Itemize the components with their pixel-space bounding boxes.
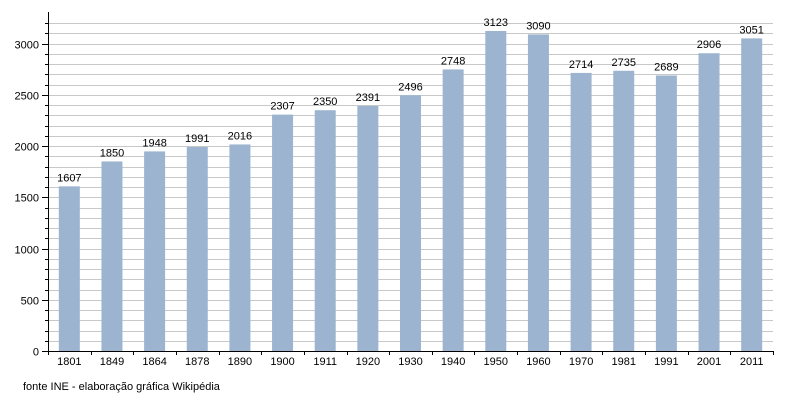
x-tick-label: 1960 [526, 356, 550, 368]
x-tick-label: 1900 [270, 356, 294, 368]
x-tick-label: 1940 [441, 356, 465, 368]
data-label: 2016 [228, 130, 252, 142]
x-tick-label: 1930 [398, 356, 422, 368]
x-tick-label: 1878 [185, 356, 209, 368]
y-tick-label: 2500 [15, 91, 39, 103]
x-tick-label: 1920 [356, 356, 380, 368]
data-label: 2906 [697, 39, 721, 51]
data-label: 2714 [569, 59, 593, 71]
bar [272, 114, 294, 351]
bar [58, 186, 80, 351]
y-tick-label: 1000 [15, 245, 39, 257]
data-label: 2350 [313, 96, 337, 108]
bar [357, 106, 379, 351]
bar [613, 70, 635, 351]
data-label: 2748 [441, 55, 465, 67]
x-tick-label: 1970 [569, 356, 593, 368]
data-label: 2391 [356, 92, 380, 104]
bar [741, 38, 763, 352]
y-tick-label: 3000 [15, 40, 39, 52]
y-tick-label: 2000 [15, 142, 39, 154]
data-label: 3123 [484, 17, 508, 29]
bar [229, 144, 251, 351]
y-tick-label: 1500 [15, 193, 39, 205]
x-tick-label: 1801 [57, 356, 81, 368]
bar [527, 34, 549, 351]
bar [655, 75, 677, 351]
data-label: 1607 [57, 172, 81, 184]
source-note: fonte INE - elaboração gráfica Wikipédia [23, 381, 220, 393]
bar [144, 151, 166, 351]
x-tick-label: 2011 [740, 356, 764, 368]
bar [442, 69, 464, 351]
data-label: 2735 [611, 57, 635, 69]
data-label: 1948 [142, 137, 166, 149]
x-tick-label: 1981 [611, 356, 635, 368]
data-label: 2307 [270, 101, 294, 113]
x-tick-label: 1890 [228, 356, 252, 368]
data-label: 3090 [526, 20, 550, 32]
x-tick-label: 1864 [142, 356, 166, 368]
bar [698, 53, 720, 352]
data-label: 2689 [654, 61, 678, 73]
data-label: 1991 [185, 133, 209, 145]
data-label: 1850 [100, 147, 124, 159]
bar [186, 146, 208, 351]
bar [400, 95, 421, 351]
bar [570, 72, 592, 352]
x-tick-label: 1950 [484, 356, 508, 368]
x-tick-label: 1849 [100, 356, 124, 368]
y-tick-label: 500 [21, 296, 39, 308]
x-tick-label: 1991 [654, 356, 678, 368]
data-label: 3051 [739, 24, 763, 36]
x-tick-label: 2001 [697, 356, 721, 368]
bar [101, 161, 123, 351]
data-label: 2496 [398, 81, 422, 93]
x-tick-label: 1911 [313, 356, 337, 368]
bar [485, 31, 507, 352]
bar [314, 110, 336, 351]
y-tick-label: 0 [33, 347, 39, 359]
